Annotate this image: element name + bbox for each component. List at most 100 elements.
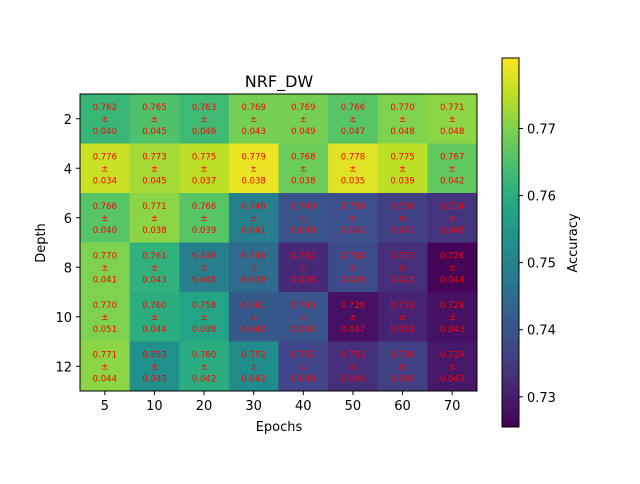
heatmap-cell: 0.770 ±0.041 xyxy=(80,242,131,293)
heatmap-cell-rect xyxy=(80,242,131,293)
heatmap-cell: 0.739 ±0.042 xyxy=(328,193,379,243)
heatmap-cell: 0.773 ±0.045 xyxy=(129,143,180,194)
heatmap-cell: 0.762 ±0.040 xyxy=(80,94,131,144)
cell-separator-label: ± xyxy=(399,214,406,224)
cell-separator-label: ± xyxy=(101,362,108,372)
cell-separator-label: ± xyxy=(300,313,307,323)
cell-std-label: 0.038 xyxy=(192,325,216,335)
heatmap-cell-rect xyxy=(228,94,279,144)
cell-std-label: 0.038 xyxy=(291,176,315,186)
cell-separator-label: ± xyxy=(201,263,208,273)
colorbar-ticks: 0.73 0.74 0.75 0.76 0.77 xyxy=(519,122,556,406)
cell-separator-label: ± xyxy=(250,362,257,372)
heatmap-cell: 0.737 ±0.048 xyxy=(278,341,329,392)
cell-mean-label: 0.740 xyxy=(291,301,315,311)
cell-std-label: 0.047 xyxy=(341,325,365,335)
heatmap-cell: 0.770 ±0.048 xyxy=(377,94,428,144)
colorbar xyxy=(501,57,520,428)
cell-mean-label: 0.771 xyxy=(93,350,117,360)
cell-mean-label: 0.749 xyxy=(192,251,216,261)
heatmap-cell-rect xyxy=(278,143,329,194)
heatmap-cell-rect xyxy=(228,341,279,392)
cell-mean-label: 0.775 xyxy=(390,152,414,162)
heatmap-cell-rect xyxy=(129,242,180,293)
cell-std-label: 0.048 xyxy=(440,127,464,137)
x-tick-label: 50 xyxy=(345,399,362,414)
cell-mean-label: 0.740 xyxy=(291,202,315,212)
cell-separator-label: ± xyxy=(101,214,108,224)
cell-mean-label: 0.770 xyxy=(390,103,414,113)
heatmap-cell: 0.732 ±0.038 xyxy=(278,242,329,293)
cell-mean-label: 0.771 xyxy=(440,103,464,113)
cell-std-label: 0.038 xyxy=(142,226,166,236)
cell-std-label: 0.044 xyxy=(440,275,464,285)
cell-separator-label: ± xyxy=(349,214,356,224)
x-axis-label: Epochs xyxy=(256,420,303,435)
cell-separator-label: ± xyxy=(250,214,257,224)
cell-separator-label: ± xyxy=(101,164,108,174)
cell-separator-label: ± xyxy=(449,164,456,174)
heatmap-cell-rect xyxy=(427,94,478,144)
heatmap-cell-rect xyxy=(228,292,279,342)
colorbar-tick-label: 0.74 xyxy=(527,324,556,339)
cell-std-label: 0.044 xyxy=(93,374,117,384)
cell-mean-label: 0.739 xyxy=(341,202,365,212)
cell-std-label: 0.040 xyxy=(291,226,315,236)
x-tick-label: 5 xyxy=(101,399,109,414)
heatmap-cell: 0.758 ±0.038 xyxy=(179,292,230,342)
heatmap-cell-rect xyxy=(278,242,329,293)
cell-separator-label: ± xyxy=(101,115,108,125)
cell-std-label: 0.043 xyxy=(142,374,166,384)
x-tick-label: 10 xyxy=(146,399,163,414)
cell-std-label: 0.051 xyxy=(390,325,414,335)
cell-separator-label: ± xyxy=(250,115,257,125)
cell-mean-label: 0.763 xyxy=(192,103,216,113)
cell-mean-label: 0.775 xyxy=(192,152,216,162)
heatmap-cell-rect xyxy=(328,242,379,293)
heatmap-cell-rect xyxy=(427,143,478,194)
heatmap-cell-rect xyxy=(80,341,131,392)
cell-separator-label: ± xyxy=(151,362,158,372)
cell-separator-label: ± xyxy=(201,313,208,323)
heatmap-cell: 0.729 ±0.043 xyxy=(427,341,478,392)
heatmap-cell: 0.775 ±0.037 xyxy=(179,143,230,194)
heatmap-cell-rect xyxy=(80,143,131,194)
cell-separator-label: ± xyxy=(201,362,208,372)
heatmap-cell: 0.753 ±0.043 xyxy=(129,341,180,392)
heatmap-cell: 0.771 ±0.048 xyxy=(427,94,478,144)
heatmap-cell: 0.738 ±0.049 xyxy=(328,242,379,293)
x-tick-label: 60 xyxy=(394,399,411,414)
x-tick-label: 70 xyxy=(444,399,461,414)
cell-mean-label: 0.737 xyxy=(291,350,315,360)
heatmap-cell-rect xyxy=(377,94,428,144)
cell-std-label: 0.044 xyxy=(142,325,166,335)
heatmap-cell: 0.736 ±0.043 xyxy=(377,193,428,243)
cell-separator-label: ± xyxy=(349,164,356,174)
cell-separator-label: ± xyxy=(300,115,307,125)
y-axis-ticks: 2 4 6 8 10 12 xyxy=(55,113,80,375)
colorbar-tick-label: 0.73 xyxy=(527,391,556,406)
cell-std-label: 0.043 xyxy=(142,275,166,285)
chart-title: NRF_DW xyxy=(245,72,314,92)
cell-std-label: 0.041 xyxy=(93,275,117,285)
cell-mean-label: 0.767 xyxy=(440,152,464,162)
heatmap-cell: 0.770 ±0.051 xyxy=(80,292,131,342)
cell-std-label: 0.050 xyxy=(390,374,414,384)
cell-separator-label: ± xyxy=(349,313,356,323)
cell-separator-label: ± xyxy=(349,263,356,273)
cell-std-label: 0.042 xyxy=(390,275,414,285)
cell-separator-label: ± xyxy=(300,164,307,174)
cell-mean-label: 0.770 xyxy=(93,251,117,261)
heatmap-cell-rect xyxy=(80,292,131,342)
cell-mean-label: 0.769 xyxy=(242,103,266,113)
heatmap-cell: 0.766 ±0.039 xyxy=(179,193,230,243)
heatmap-cell: 0.769 ±0.049 xyxy=(278,94,329,144)
cell-separator-label: ± xyxy=(399,313,406,323)
cell-separator-label: ± xyxy=(399,362,406,372)
heatmap-cell: 0.766 ±0.040 xyxy=(80,193,131,243)
cell-std-label: 0.039 xyxy=(242,275,266,285)
heatmap-cell: 0.778 ±0.035 xyxy=(328,143,379,194)
heatmap-cell: 0.731 ±0.051 xyxy=(377,292,428,342)
